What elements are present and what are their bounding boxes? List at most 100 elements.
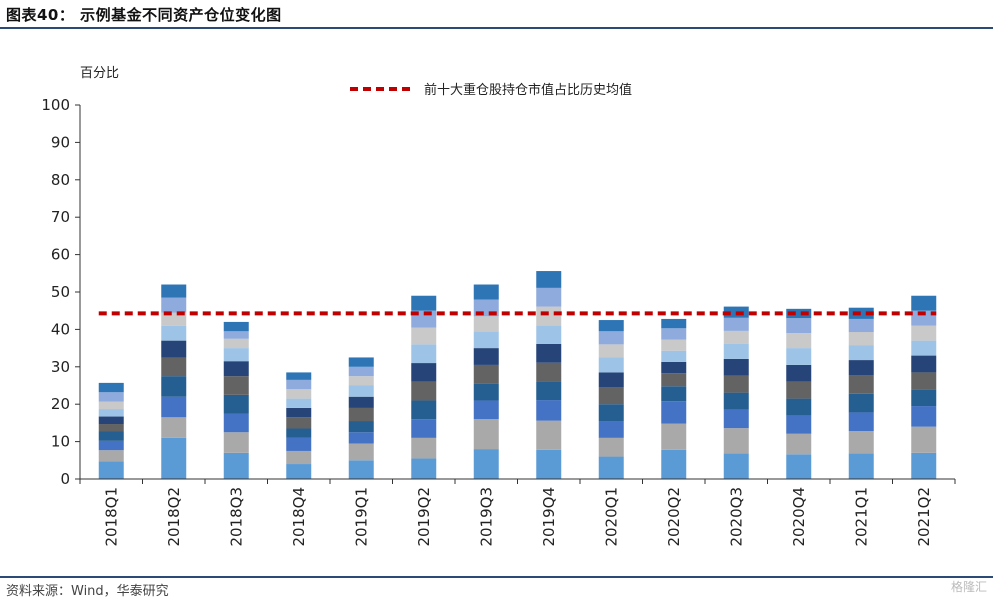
bar-segment-2018Q2-s8 <box>161 312 187 326</box>
bar-segment-2019Q4-s1 <box>536 449 562 479</box>
y-tick-label: 50 <box>51 283 70 301</box>
bar-segment-2020Q3-s4 <box>723 392 749 410</box>
bar-segment-2019Q2-s5 <box>411 381 437 401</box>
x-tick-label: 2021Q2 <box>915 487 933 547</box>
bar-segment-2019Q1-s10 <box>348 357 374 367</box>
source-note: 资料来源：Wind，华泰研究 <box>6 584 169 599</box>
bar-segment-2020Q4-s6 <box>786 364 812 382</box>
bar-segment-2018Q4-s2 <box>286 450 312 465</box>
bar-segment-2020Q1-s9 <box>598 331 624 345</box>
legend-average-line-label: 前十大重仓股持仓市值占比历史均值 <box>424 82 632 98</box>
y-tick-label: 60 <box>51 246 70 264</box>
x-tick-label: 2019Q3 <box>477 487 495 547</box>
bar-segment-2021Q1-s9 <box>848 318 874 333</box>
bar-segment-2019Q2-s8 <box>411 327 437 345</box>
bar-segment-2018Q4-s9 <box>286 379 312 390</box>
bar-segment-2020Q1-s5 <box>598 387 624 405</box>
bar-segment-2019Q2-s4 <box>411 400 437 420</box>
y-axis: 0 10 20 30 40 50 60 70 80 90 100 <box>41 96 81 488</box>
bar-segment-2020Q3-s7 <box>723 343 749 359</box>
y-tick-label: 40 <box>51 320 70 338</box>
bar-segment-2021Q2-s1 <box>911 452 937 479</box>
bar-segment-2021Q2-s7 <box>911 340 937 356</box>
bar-segment-2018Q3-s1 <box>223 452 249 479</box>
bar-segment-2020Q4-s8 <box>786 333 812 349</box>
bar-segment-2021Q2-s5 <box>911 372 937 390</box>
bar-segment-2021Q1-s8 <box>848 332 874 346</box>
bar-segment-2021Q2-s4 <box>911 389 937 407</box>
bar-segment-2018Q2-s4 <box>161 376 187 397</box>
bar-segment-2018Q1-s7 <box>98 409 124 417</box>
bar-segment-2019Q4-s4 <box>536 381 562 401</box>
bar-segment-2018Q3-s9 <box>223 331 249 339</box>
bar-segment-2018Q1-s3 <box>98 440 124 451</box>
bar-segment-2021Q2-s2 <box>911 426 937 453</box>
bar-segment-2021Q2-s8 <box>911 325 937 341</box>
bar-segment-2019Q4-s9 <box>536 287 562 307</box>
bar-segment-2018Q1-s1 <box>98 461 124 479</box>
bar-segment-2019Q3-s3 <box>473 400 499 420</box>
bar-segment-2020Q2-s5 <box>661 373 687 387</box>
bar-segment-2018Q4-s3 <box>286 437 312 451</box>
bar-segment-2019Q3-s10 <box>473 284 499 300</box>
bar-segment-2019Q1-s2 <box>348 443 374 461</box>
bar-segment-2019Q2-s3 <box>411 419 437 438</box>
bar-segment-2020Q4-s2 <box>786 433 812 455</box>
bar-segment-2021Q2-s10 <box>911 295 937 311</box>
bar-segment-2020Q4-s9 <box>786 318 812 334</box>
bar-segment-2019Q1-s6 <box>348 396 374 408</box>
y-tick-label: 90 <box>51 133 70 151</box>
x-tick-label: 2020Q1 <box>602 487 620 547</box>
bar-segment-2019Q3-s4 <box>473 383 499 401</box>
bar-segment-2019Q4-s3 <box>536 400 562 421</box>
bar-segment-2018Q2-s7 <box>161 325 187 341</box>
y-tick-label: 70 <box>51 208 70 226</box>
bar-segment-2020Q4-s7 <box>786 348 812 365</box>
bar-segment-2018Q1-s6 <box>98 416 124 425</box>
x-tick-label: 2019Q4 <box>540 487 558 547</box>
bar-segment-2020Q2-s2 <box>661 423 687 450</box>
bar-segment-2018Q4-s1 <box>286 464 312 479</box>
bottom-rule <box>0 576 993 578</box>
bar-segment-2020Q3-s3 <box>723 409 749 429</box>
bar-segment-2021Q1-s2 <box>848 431 874 454</box>
bar-segment-2021Q2-s6 <box>911 355 937 373</box>
bar-segment-2018Q4-s5 <box>286 417 312 429</box>
bar-segment-2019Q1-s5 <box>348 407 374 422</box>
watermark-logo: 格隆汇 <box>950 580 987 594</box>
bar-segment-2018Q3-s3 <box>223 413 249 433</box>
y-tick-label: 100 <box>41 96 70 114</box>
bar-segment-2018Q4-s6 <box>286 407 312 418</box>
bar-segment-2021Q1-s10 <box>848 307 874 319</box>
figure-title: 图表40： 示例基金不同资产仓位变化图 <box>6 6 282 24</box>
bar-segment-2021Q1-s7 <box>848 345 874 361</box>
bar-segment-2020Q1-s10 <box>598 320 624 332</box>
x-axis: 2018Q1 2018Q2 2018Q3 2018Q4 2019Q1 2019Q2 2019… <box>79 478 956 547</box>
bar-segment-2019Q1-s3 <box>348 432 374 444</box>
bar-segment-2020Q2-s10 <box>661 318 687 329</box>
bar-segment-2018Q1-s5 <box>98 424 124 432</box>
y-tick-label: 30 <box>51 358 70 376</box>
bar-segment-2018Q4-s10 <box>286 372 312 380</box>
bar-segment-2018Q3-s5 <box>223 376 249 395</box>
bar-segment-2019Q4-s6 <box>536 343 562 363</box>
bar-segment-2021Q1-s4 <box>848 393 874 413</box>
bar-segment-2018Q3-s2 <box>223 432 249 453</box>
y-tick-label: 0 <box>60 470 70 488</box>
bar-segment-2020Q4-s3 <box>786 415 812 434</box>
bar-segment-2020Q3-s8 <box>723 330 749 344</box>
bar-segment-2019Q1-s4 <box>348 421 374 433</box>
bar-segment-2019Q2-s1 <box>411 458 437 479</box>
bar-segment-2019Q4-s7 <box>536 325 562 344</box>
bar-segment-2019Q1-s8 <box>348 376 374 386</box>
y-tick-label: 10 <box>51 433 70 451</box>
bar-segment-2020Q4-s1 <box>786 454 812 479</box>
bars-group <box>98 271 937 479</box>
bar-segment-2020Q2-s3 <box>661 401 687 424</box>
bar-segment-2020Q1-s7 <box>598 357 624 373</box>
bar-segment-2020Q4-s5 <box>786 381 812 399</box>
bar-segment-2018Q2-s3 <box>161 396 187 418</box>
bar-segment-2019Q2-s6 <box>411 363 437 382</box>
bar-segment-2020Q4-s10 <box>786 308 812 319</box>
x-tick-label: 2020Q2 <box>665 487 683 547</box>
